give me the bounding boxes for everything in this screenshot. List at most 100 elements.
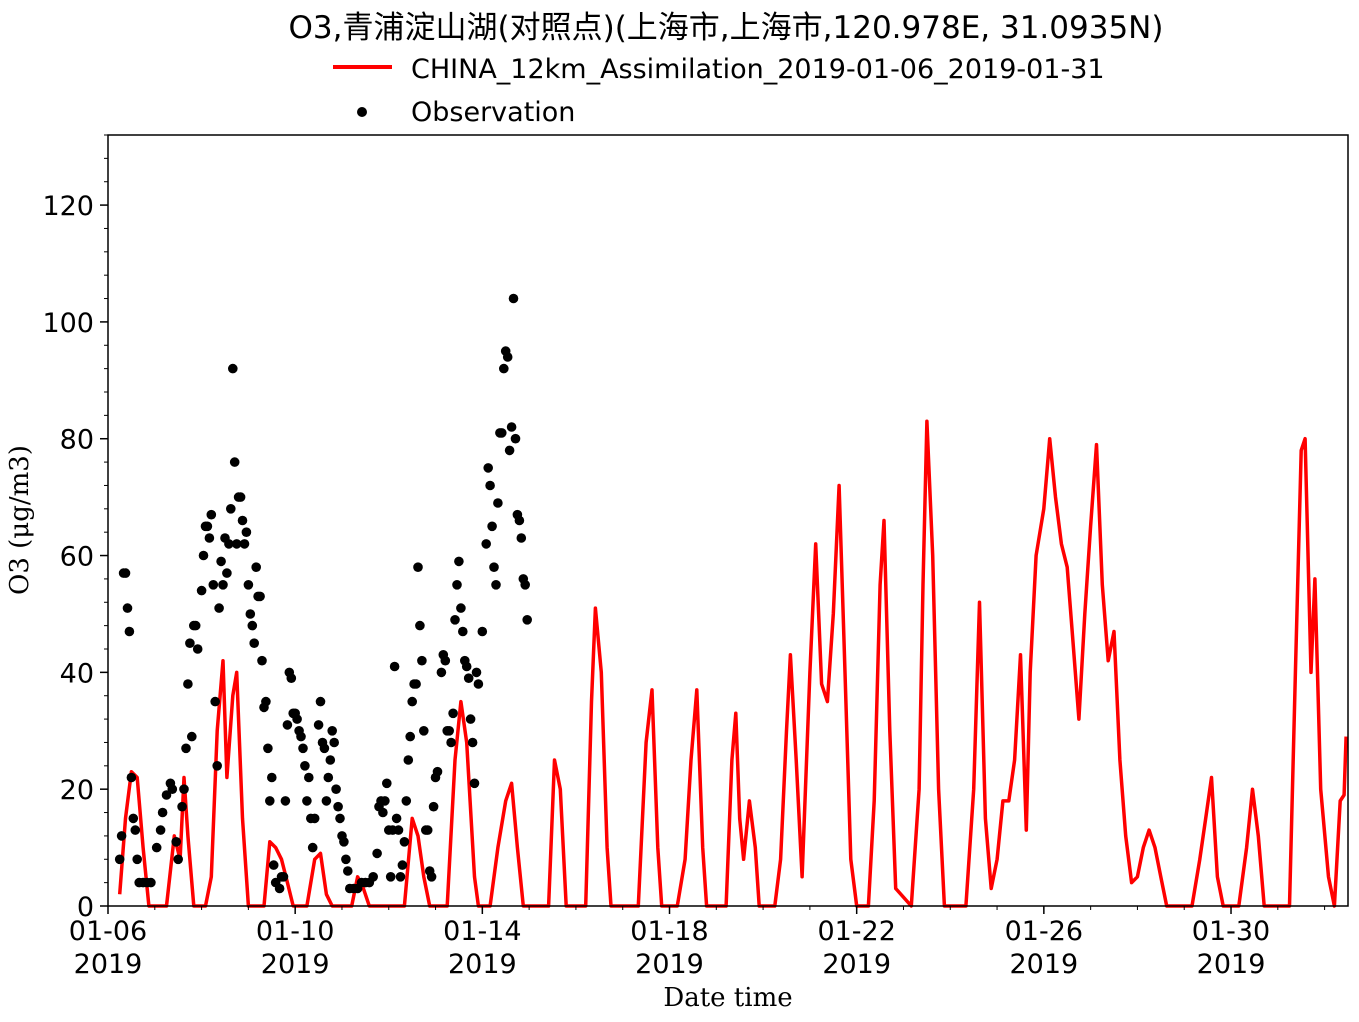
observation-point <box>257 655 267 666</box>
x-axis-label: Date time <box>663 983 792 1013</box>
observation-point <box>329 737 340 748</box>
observation-point <box>481 539 492 549</box>
plot-frame <box>107 134 1349 907</box>
x-tick-label: 01-30 <box>1192 916 1270 947</box>
observation-point <box>321 796 332 806</box>
observation-point <box>436 667 447 678</box>
observation-point <box>235 492 246 502</box>
observation-point <box>382 778 392 789</box>
observation-point <box>514 515 525 526</box>
observation-point <box>428 801 439 812</box>
observation-point <box>327 726 338 736</box>
observation-point <box>331 784 341 794</box>
observation-point <box>510 433 521 444</box>
observation-point <box>247 620 258 631</box>
observation-point <box>210 696 220 707</box>
observation-point <box>274 883 285 894</box>
observation-point <box>419 726 429 736</box>
observation-point <box>237 515 248 526</box>
observation-point <box>167 784 178 794</box>
observation-point <box>309 813 320 824</box>
observation-point <box>407 696 418 707</box>
observation-point <box>151 842 162 853</box>
observation-point <box>399 837 410 847</box>
observation-point <box>506 422 517 432</box>
observation-point <box>323 772 334 783</box>
legend: CHINA_12km_Assimilation_2019-01-06_2019-… <box>333 54 1105 128</box>
legend-label-observation: Observation <box>411 97 575 128</box>
observation-point <box>132 854 142 865</box>
observation-point <box>245 609 256 619</box>
observation-point <box>116 831 127 841</box>
observation-point <box>403 755 414 765</box>
x-tick-year-label: 2019 <box>448 949 517 980</box>
observation-point <box>461 661 472 672</box>
observation-point <box>243 580 254 590</box>
observation-point <box>411 679 421 689</box>
x-tick-year-label: 2019 <box>822 949 891 980</box>
observation-point <box>212 761 222 771</box>
observation-point <box>440 655 451 666</box>
observation-point <box>368 872 379 882</box>
observation-point <box>454 556 464 567</box>
y-tick-label: 0 <box>77 892 94 923</box>
observation-point <box>268 860 279 870</box>
observation-point <box>286 673 297 683</box>
observation-point <box>183 679 193 689</box>
observation-point <box>483 463 494 473</box>
chart-title: O3,青浦淀山湖(对照点)(上海市,上海市,120.978E, 31.0935N… <box>289 10 1164 46</box>
observation-point <box>192 644 203 654</box>
observation-point <box>208 580 219 590</box>
observation-point <box>325 755 336 765</box>
observation-point <box>251 562 261 572</box>
observation-point <box>339 837 349 847</box>
observation-point <box>508 293 519 304</box>
plot-area <box>114 293 1348 908</box>
observation-point <box>473 679 484 689</box>
observation-point <box>229 457 240 467</box>
observation-point <box>298 743 308 754</box>
observation-point <box>405 731 416 742</box>
observation-point <box>222 568 232 578</box>
observation-point <box>413 562 423 572</box>
observation-point <box>319 743 330 754</box>
observation-point <box>491 580 501 590</box>
observation-point <box>446 737 456 748</box>
observation-point <box>216 556 226 567</box>
y-tick-label: 60 <box>60 542 94 573</box>
observation-point <box>185 638 195 648</box>
observation-point <box>126 772 137 783</box>
observation-point <box>315 696 326 707</box>
observation-point <box>313 720 324 730</box>
observation-point <box>432 766 443 777</box>
observation-point <box>171 837 181 847</box>
observation-point <box>278 872 289 882</box>
observation-point <box>292 714 302 724</box>
observation-point <box>444 726 455 736</box>
observation-point <box>196 585 207 596</box>
observation-point <box>502 352 513 362</box>
observation-point <box>282 720 293 730</box>
observation-point <box>426 872 437 882</box>
observation-point <box>280 796 291 806</box>
x-tick-year-label: 2019 <box>261 949 330 980</box>
observation-point <box>463 673 474 683</box>
legend-dot-swatch <box>357 107 367 117</box>
observation-point <box>226 504 236 514</box>
observation-point <box>380 796 390 806</box>
observation-point <box>497 428 507 438</box>
observation-point <box>157 807 168 818</box>
observation-point <box>477 626 488 637</box>
observation-point <box>239 539 250 549</box>
observation-point <box>341 854 351 865</box>
observation-point <box>155 825 166 835</box>
model-series-line <box>117 419 1348 908</box>
x-tick-year-label: 2019 <box>1009 949 1078 980</box>
observation-point <box>267 772 277 783</box>
observation-point <box>307 842 318 853</box>
observation-point <box>397 860 408 870</box>
observation-point <box>465 714 476 724</box>
observation-point <box>469 778 480 789</box>
observation-point <box>522 615 532 625</box>
